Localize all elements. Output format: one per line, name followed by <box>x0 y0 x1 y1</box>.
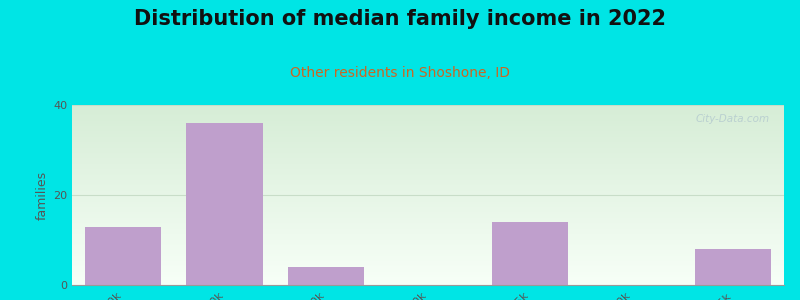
Bar <box>695 249 771 285</box>
Text: Other residents in Shoshone, ID: Other residents in Shoshone, ID <box>290 66 510 80</box>
Text: Distribution of median family income in 2022: Distribution of median family income in … <box>134 9 666 29</box>
Bar <box>85 226 161 285</box>
Bar <box>491 222 568 285</box>
Bar <box>288 267 365 285</box>
Text: City-Data.com: City-Data.com <box>696 114 770 124</box>
Y-axis label: families: families <box>36 170 49 220</box>
Bar <box>186 123 262 285</box>
